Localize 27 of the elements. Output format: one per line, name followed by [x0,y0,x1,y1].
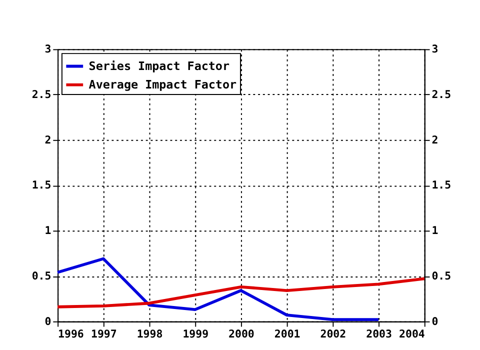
y2-tick-label: 1 [432,224,438,238]
x-tick-label: 2000 [228,327,254,340]
x-tick-label: 2001 [274,327,300,340]
y-tick-label: 2.5 [32,88,52,101]
legend-label: Average Impact Factor [88,78,237,92]
y-tick-label: 0.5 [32,269,52,282]
legend-label: Series Impact Factor [88,59,230,74]
y2-tick-label: 1.5 [432,178,452,192]
y-tick-label: 1.5 [32,178,52,192]
x-tick-label: 2002 [320,327,346,340]
y-tick-label: 2 [44,133,52,146]
x-tick-label: 1997 [90,327,117,340]
y-tick-label: 3 [44,42,52,56]
x-tick-label: 1996 [58,327,84,340]
x-tick-label: 2004 [399,327,425,340]
x-tick-label: 1999 [182,327,209,340]
x-tick-label: 1998 [136,327,163,340]
line-series [56,277,426,308]
x-tick-label: 2003 [366,327,392,340]
y-tick-label: 1 [44,224,52,238]
line-series [56,257,380,322]
y2-tick-label: 0.5 [432,269,452,282]
y2-tick-label: 0 [432,314,438,328]
y2-tick-label: 3 [432,42,438,56]
y2-tick-label: 2.5 [432,88,452,101]
y2-tick-label: 2 [432,133,438,146]
y-tick-label: 0 [44,314,52,328]
